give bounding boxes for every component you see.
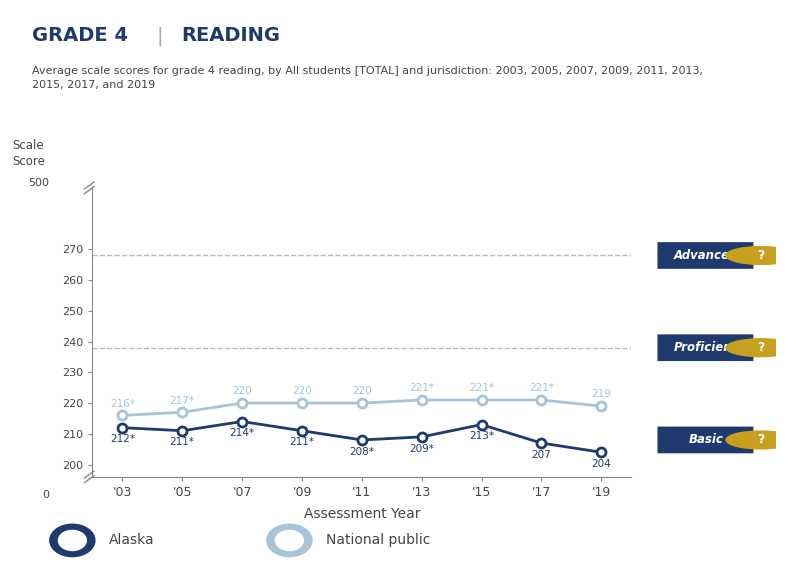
FancyBboxPatch shape: [657, 334, 752, 361]
Text: 217*: 217*: [169, 395, 194, 406]
Text: Proficient: Proficient: [673, 341, 737, 354]
Text: 204: 204: [590, 459, 610, 469]
Text: 500: 500: [28, 178, 49, 188]
Text: AK: AK: [64, 535, 80, 546]
Circle shape: [725, 339, 795, 357]
Text: 213*: 213*: [468, 431, 493, 442]
FancyBboxPatch shape: [657, 427, 752, 453]
Text: 208*: 208*: [349, 447, 373, 457]
Text: READING: READING: [181, 26, 279, 45]
Text: Average scale scores for grade 4 reading, by All students [TOTAL] and jurisdicti: Average scale scores for grade 4 reading…: [32, 66, 703, 91]
Text: 212*: 212*: [110, 435, 135, 444]
FancyBboxPatch shape: [657, 242, 752, 269]
Text: GRADE 4: GRADE 4: [32, 26, 128, 45]
Text: Alaska: Alaska: [108, 533, 154, 547]
Circle shape: [725, 431, 795, 449]
Polygon shape: [657, 242, 668, 269]
Text: Scale
Score: Scale Score: [12, 139, 45, 168]
Text: |: |: [157, 26, 163, 46]
Text: 0: 0: [43, 490, 49, 500]
Text: 219: 219: [590, 390, 610, 399]
Text: Advanced: Advanced: [673, 249, 737, 262]
Text: 220: 220: [232, 386, 251, 397]
Text: 209*: 209*: [409, 444, 434, 454]
Polygon shape: [657, 334, 668, 361]
Polygon shape: [657, 427, 668, 453]
Text: ?: ?: [756, 434, 764, 446]
Text: 221*: 221*: [409, 383, 434, 393]
Text: 220: 220: [352, 386, 371, 397]
Text: 220: 220: [291, 386, 312, 397]
Text: 221*: 221*: [528, 383, 553, 393]
X-axis label: Assessment Year: Assessment Year: [304, 507, 419, 521]
Circle shape: [725, 247, 795, 264]
Text: 211*: 211*: [169, 438, 194, 447]
Text: ?: ?: [756, 249, 764, 262]
Text: 214*: 214*: [230, 428, 255, 438]
Text: ?: ?: [756, 341, 764, 354]
Text: National public: National public: [325, 533, 430, 547]
Text: 207: 207: [531, 450, 551, 460]
Text: Basic: Basic: [688, 434, 723, 446]
Text: 221*: 221*: [468, 383, 493, 393]
Text: 216*: 216*: [110, 399, 135, 409]
Text: 211*: 211*: [289, 438, 314, 447]
Text: NP: NP: [281, 535, 297, 546]
